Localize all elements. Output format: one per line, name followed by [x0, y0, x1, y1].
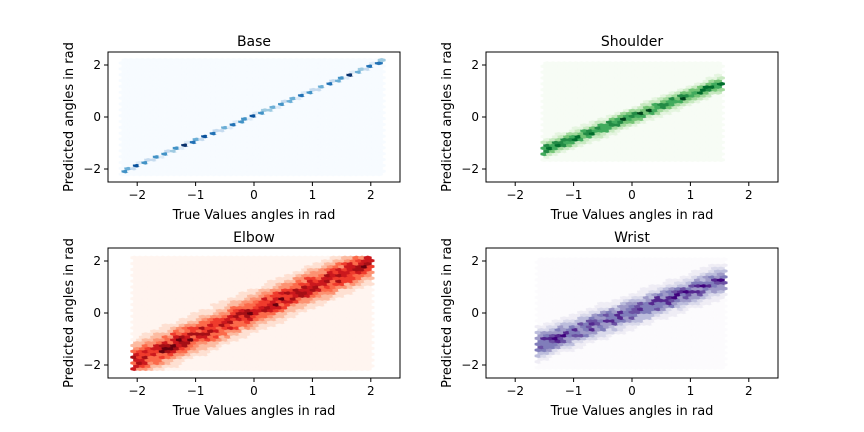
x-axis-label: True Values angles in rad — [550, 208, 714, 223]
y-ticks: −2 0 2 — [83, 254, 108, 372]
y-tick-label: −2 — [461, 162, 479, 176]
y-axis-label: Predicted angles in rad — [440, 42, 455, 192]
x-tick-label: −1 — [187, 384, 205, 398]
x-tick-label: 1 — [687, 188, 695, 202]
hexbin-cells — [540, 61, 725, 163]
y-axis-label: Predicted angles in rad — [62, 42, 77, 192]
x-tick-label: 2 — [745, 188, 753, 202]
x-tick-label: 2 — [367, 188, 375, 202]
x-tick-label: −2 — [128, 188, 146, 202]
hexbin-cell — [377, 58, 386, 63]
subplot-elbow: Elbow −2 −1 0 1 2 −2 0 2 True Values angles in… — [62, 230, 401, 419]
x-tick-label: 1 — [309, 188, 317, 202]
hexbin-cell — [714, 61, 723, 66]
x-ticks: −2 −1 0 1 2 — [506, 182, 753, 202]
x-axis-label: True Values angles in rad — [172, 208, 336, 223]
x-tick-label: −1 — [565, 188, 583, 202]
subplot-shoulder: Shoulder −2 −1 0 1 2 −2 0 2 True Values angles… — [440, 34, 779, 223]
subplot-title: Elbow — [233, 230, 275, 246]
y-tick-label: 0 — [93, 110, 101, 124]
subplot-wrist: Wrist −2 −1 0 1 2 −202 True Values angles in… — [440, 230, 779, 419]
x-tick-label: 0 — [250, 188, 258, 202]
subplot-title: Base — [237, 34, 271, 50]
x-axis-label: True Values angles in rad — [172, 404, 336, 419]
subplot-title: Shoulder — [601, 34, 664, 50]
hexbin-cells — [534, 257, 728, 370]
x-tick-label: −1 — [187, 188, 205, 202]
x-tick-label: 2 — [367, 384, 375, 398]
y-tick-label: 2 — [471, 58, 479, 72]
y-axis-label: Predicted angles in rad — [62, 238, 77, 388]
x-tick-label: 0 — [628, 188, 636, 202]
y-tick-label: 2 — [93, 58, 101, 72]
subplot-title: Wrist — [614, 230, 650, 246]
x-tick-label: 0 — [250, 384, 258, 398]
y-tick-label: −2 — [83, 162, 101, 176]
y-tick-label: 0 — [471, 110, 479, 124]
x-ticks: −2 −1 0 1 2 — [128, 182, 375, 202]
y-tick-label: 2 — [93, 254, 101, 268]
x-tick-label: −2 — [506, 188, 524, 202]
y-ticks: −2 0 2 — [83, 58, 108, 176]
x-tick-label: 1 — [309, 384, 317, 398]
y-ticks: −2 0 2 — [461, 58, 486, 176]
hexbin-cells — [130, 255, 375, 372]
hexbin-cells — [118, 58, 386, 177]
x-tick-label: −2 — [128, 384, 146, 398]
y-tick-label: −2 — [83, 358, 101, 372]
y-tick-label: 0 — [93, 306, 101, 320]
subplot-base: Base −2 −1 0 1 2 −2 0 2 True Values angles in … — [62, 34, 401, 223]
x-ticks: −2 −1 0 1 2 — [128, 378, 375, 398]
hexbin-cell — [363, 255, 372, 260]
